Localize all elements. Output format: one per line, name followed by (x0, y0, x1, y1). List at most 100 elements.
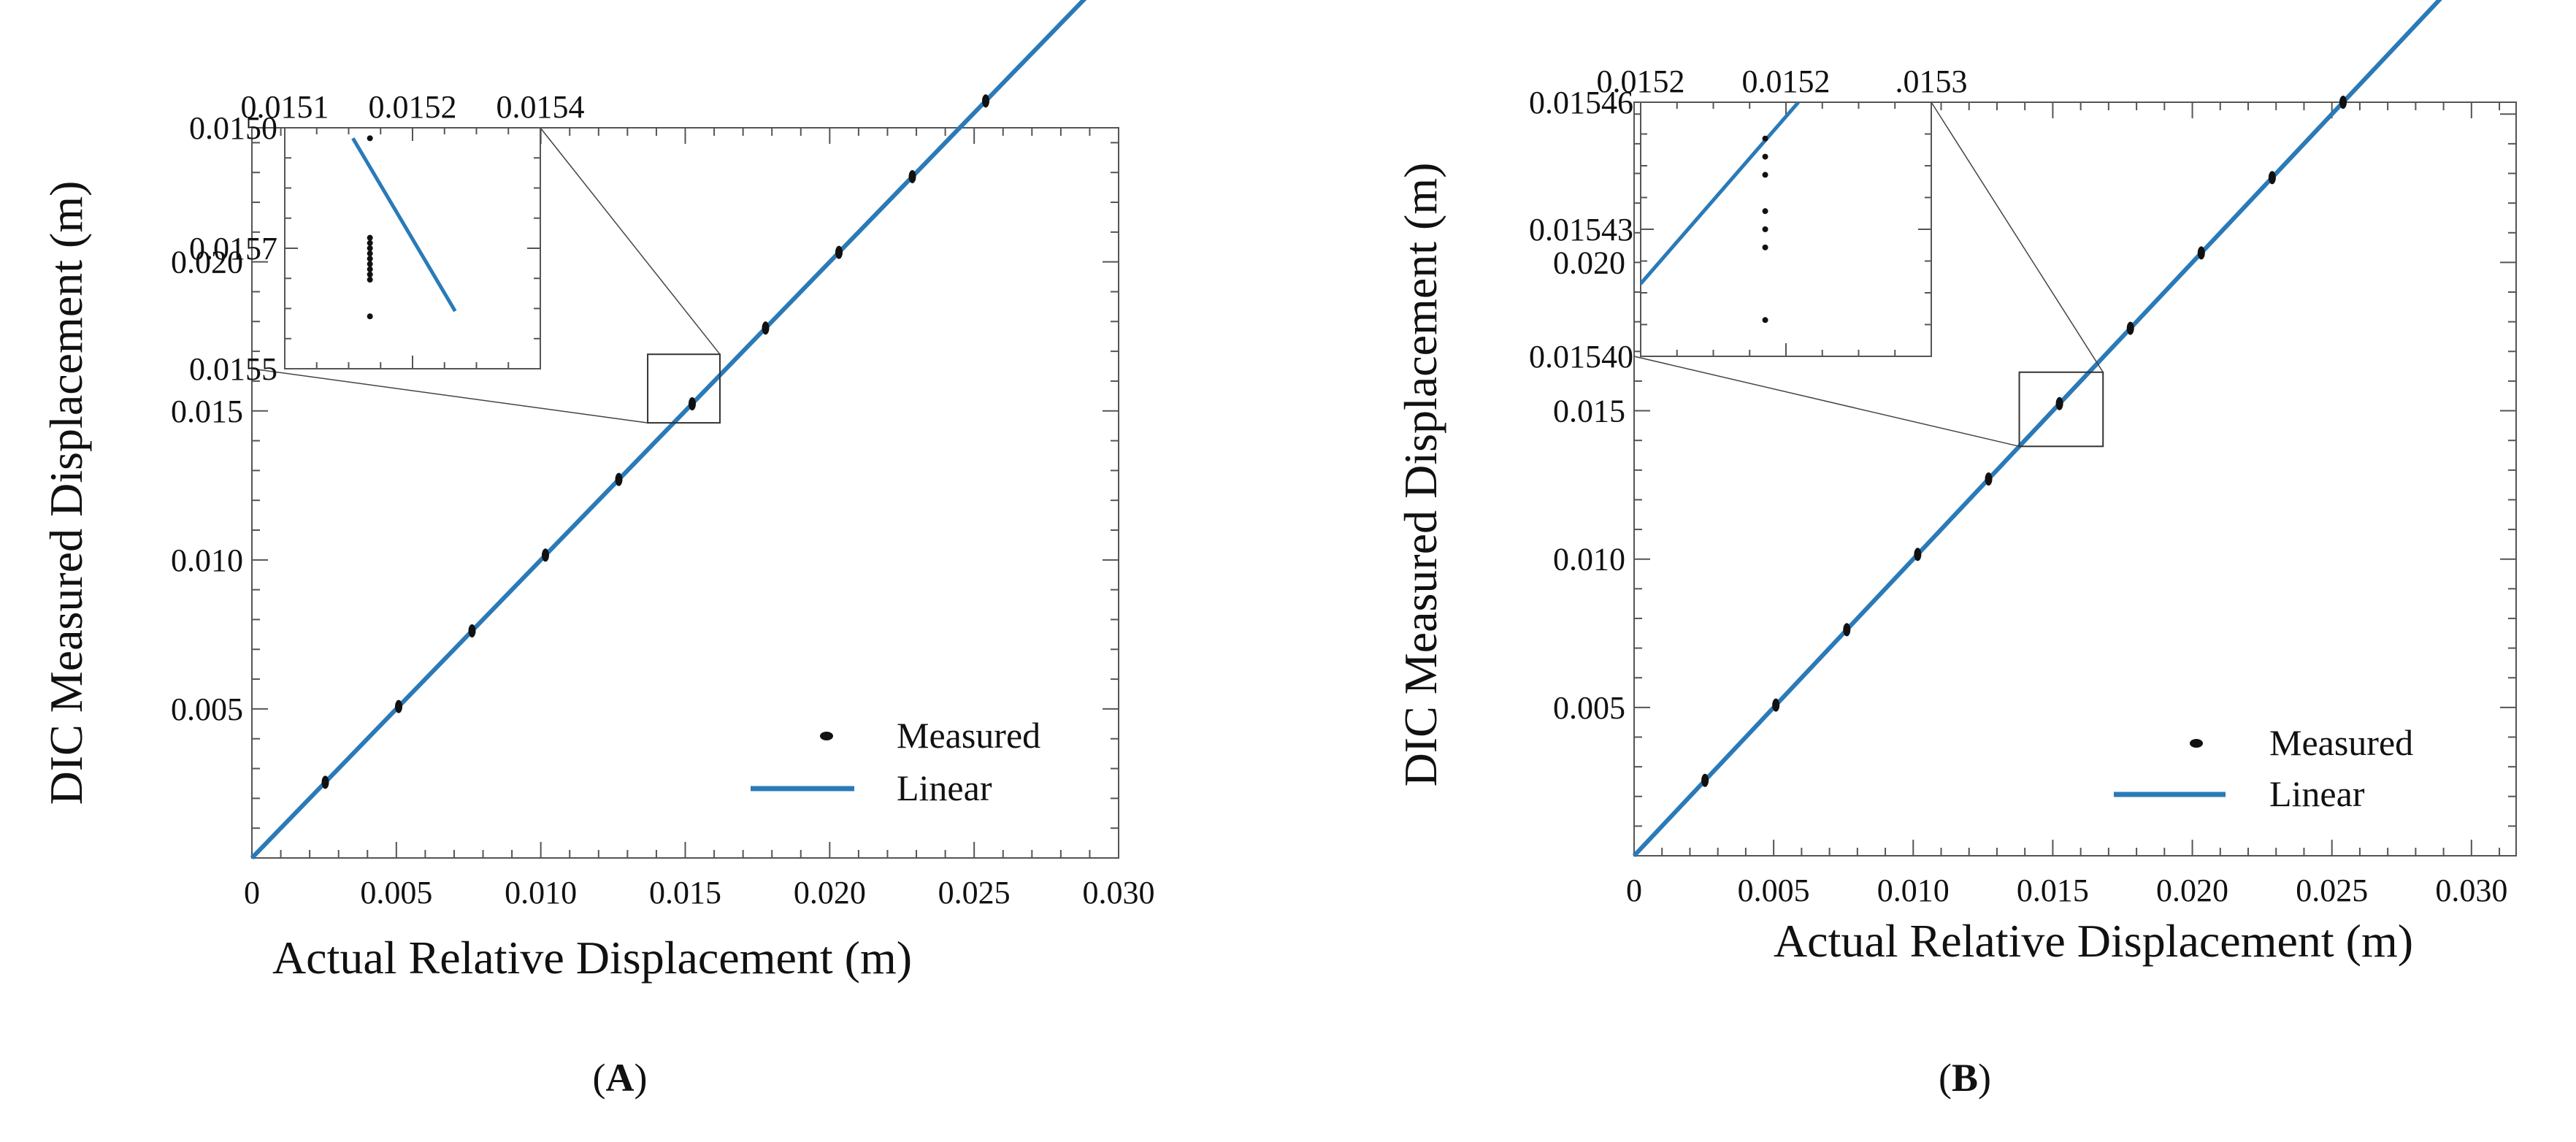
x-tick-label: 0.010 (1877, 873, 1950, 908)
measured-point (2055, 396, 2063, 410)
legend-measured-marker (2190, 739, 2203, 748)
y-tick-label: 0.015 (1553, 394, 1625, 429)
inset-measured-point (1762, 172, 1768, 178)
inset-left-tick-label: 0.0150 (189, 110, 277, 146)
y-axis-title: DIC Measured Displacement (m) (1395, 163, 1446, 787)
legend: Measured Linear (2114, 722, 2413, 814)
x-tick-label: 0.025 (938, 875, 1011, 911)
inset-measured-point (367, 256, 373, 262)
measured-point (908, 169, 916, 183)
inset-top-tick-label: 0.0154 (497, 89, 585, 125)
inset-top-tick-label: 0.0152 (369, 89, 457, 125)
inset-top-tick-label: 0.0152 (1597, 64, 1685, 99)
inset-measured-point (1762, 226, 1768, 232)
inset-frame (1640, 101, 1932, 357)
chart-panel-a: 0.005 0.010 0.015 0.020 0.025 0.030 0 0.005 0.01… (40, 0, 1155, 984)
x-axis-title: Actual Relative Displacement (m) (1774, 915, 2413, 967)
chart-panel-b: 0.005 0.010 0.015 0.020 0.025 0.030 0 0.005 0.01… (1395, 0, 2517, 967)
x-tick-label: 0.010 (505, 875, 577, 911)
legend-linear-label: Linear (897, 767, 992, 808)
inset-left-tick-label: 0.01546 (1529, 85, 1633, 120)
measured-point (688, 396, 696, 410)
inset-linear-line (1641, 102, 1800, 286)
y-tick-label: 0.005 (1553, 690, 1625, 726)
measured-point (835, 245, 843, 259)
y-tick-label: 0.020 (171, 245, 243, 280)
y-tick-label: 0.010 (171, 543, 243, 578)
inset-left-tick-label: 0.0157 (189, 231, 277, 267)
measured-point (2126, 321, 2134, 335)
inset-measured-point (367, 266, 373, 272)
x-tick-label: 0.020 (2156, 873, 2228, 908)
legend-measured-marker (820, 732, 833, 740)
measured-point (321, 775, 329, 789)
zoom-box (647, 353, 721, 424)
legend-linear-label: Linear (2269, 773, 2365, 814)
measured-point (2339, 96, 2347, 109)
zoom-box (2018, 371, 2104, 448)
y-tick-label: 0.020 (1553, 245, 1625, 280)
inset-measured-point (367, 271, 373, 277)
zoom-connector (1633, 356, 2020, 448)
measured-point (2197, 246, 2205, 260)
inset-top-tick-label: 0.0152 (1742, 64, 1831, 99)
legend: Measured Linear (751, 715, 1040, 808)
measured-point (762, 321, 770, 335)
panel-label-a: (A) (592, 1056, 648, 1100)
inset-frame (284, 127, 541, 369)
measured-point (1843, 623, 1851, 637)
measured-point (1914, 548, 1922, 562)
panel-label-b: (B) (1939, 1056, 1991, 1100)
origin-label: 0 (1626, 873, 1642, 908)
inset-measured-point (367, 239, 373, 246)
inset-measured-point (1762, 244, 1768, 250)
measured-point (2268, 171, 2276, 185)
inset-measured-point (367, 245, 373, 251)
measured-point (1985, 472, 1993, 486)
y-tick-label: 0.010 (1553, 542, 1625, 578)
inset-left-tick-label: 0.01540 (1529, 339, 1633, 375)
inset-measured-point (367, 234, 373, 241)
inset-measured-point (1762, 135, 1768, 142)
origin-label: 0 (244, 875, 260, 911)
measured-point (1701, 773, 1709, 787)
legend-measured-label: Measured (2269, 722, 2413, 763)
measured-point (615, 472, 623, 486)
measured-point (394, 700, 402, 713)
x-tick-label: 0.005 (360, 875, 432, 911)
inset-measured-point (367, 135, 373, 142)
zoom-connector (1931, 101, 2104, 373)
linear-fit-line (1632, 0, 2442, 858)
y-tick-label: 0.015 (171, 394, 243, 429)
inset-left-tick-label: 0.0155 (189, 351, 277, 387)
measured-point (1772, 698, 1780, 712)
inset-chart: 0.0151 0.0152 0.0154 0.0150 0.0157 0.0155 (189, 89, 585, 387)
x-tick-label: 0.015 (2017, 873, 2089, 908)
measured-point (541, 548, 549, 562)
inset-measured-point (1762, 208, 1768, 215)
x-tick-label: 0.030 (2435, 873, 2507, 908)
inset-top-tick-label: .0153 (1895, 64, 1968, 99)
inset-left-tick-label: 0.01543 (1529, 212, 1633, 248)
inset-linear-line (351, 137, 457, 313)
inset-measured-point (367, 261, 373, 267)
zoom-connector (251, 368, 648, 424)
zoom-connector (540, 127, 721, 355)
legend-measured-label: Measured (897, 715, 1040, 756)
inset-chart: 0.0152 0.0152 .0153 0.01546 0.01543 0.01540 (1529, 64, 1968, 375)
inset-plot-area (1641, 102, 1800, 323)
x-tick-label: 0.015 (649, 875, 721, 911)
x-tick-label: 0.020 (794, 875, 866, 911)
inset-measured-point (367, 277, 373, 283)
y-axis-title: DIC Measured Displacement (m) (40, 181, 92, 805)
measured-point (981, 94, 989, 108)
inset-measured-point (1762, 317, 1768, 323)
inset-measured-point (367, 313, 373, 320)
y-tick-label: 0.005 (171, 691, 243, 727)
plot-frame (1633, 101, 2517, 856)
inset-measured-point (1762, 153, 1768, 160)
x-tick-label: 0.025 (2296, 873, 2368, 908)
inset-measured-point (367, 250, 373, 257)
x-tick-label: 0.005 (1738, 873, 1810, 908)
